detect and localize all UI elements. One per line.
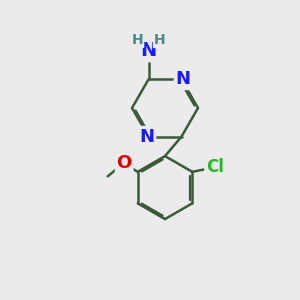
Text: N: N (140, 41, 157, 60)
Text: N: N (140, 128, 154, 146)
Text: H: H (131, 33, 143, 47)
Text: H: H (154, 33, 166, 47)
Text: N: N (176, 70, 190, 88)
Text: Cl: Cl (206, 158, 224, 176)
Text: O: O (117, 154, 132, 172)
